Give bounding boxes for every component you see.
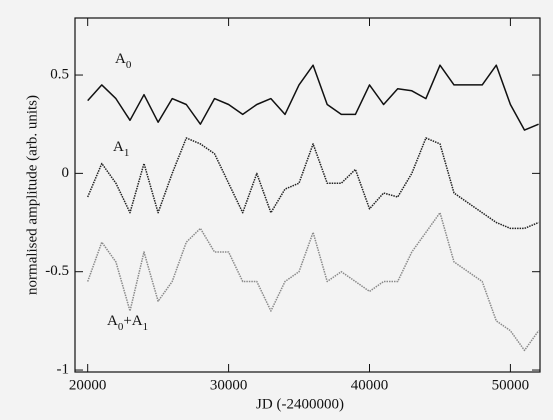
- series-line: [87, 64, 539, 131]
- label-subscript: 0: [118, 321, 124, 333]
- y-tick-label: -1: [57, 361, 70, 377]
- x-tick-label: 50000: [492, 377, 530, 393]
- label-subscript: 1: [124, 147, 130, 159]
- series-label: A0+A1: [107, 313, 148, 332]
- series-label: A0: [115, 51, 132, 70]
- x-axis-label: JD (-2400000): [256, 396, 344, 412]
- x-tick-label: 20000: [69, 377, 107, 393]
- series-line: [86, 211, 540, 352]
- y-tick-label: 0: [62, 165, 70, 181]
- series-label: A1: [113, 139, 129, 158]
- x-tick-label: 40000: [351, 377, 389, 393]
- label-text: A: [107, 313, 118, 329]
- label-subscript: 1: [143, 321, 149, 333]
- y-axis-label: normalised amplitude (arb. units): [24, 95, 40, 295]
- y-tick-label: 0.5: [50, 66, 69, 82]
- plot-frame: [74, 17, 541, 373]
- label-text: A: [113, 139, 124, 155]
- label-text: +A: [123, 313, 142, 329]
- x-tick-label: 30000: [210, 377, 248, 393]
- label-text: A: [115, 51, 126, 67]
- series-line: [87, 137, 539, 230]
- y-tick-label: -0.5: [45, 263, 69, 279]
- label-subscript: 0: [126, 59, 132, 71]
